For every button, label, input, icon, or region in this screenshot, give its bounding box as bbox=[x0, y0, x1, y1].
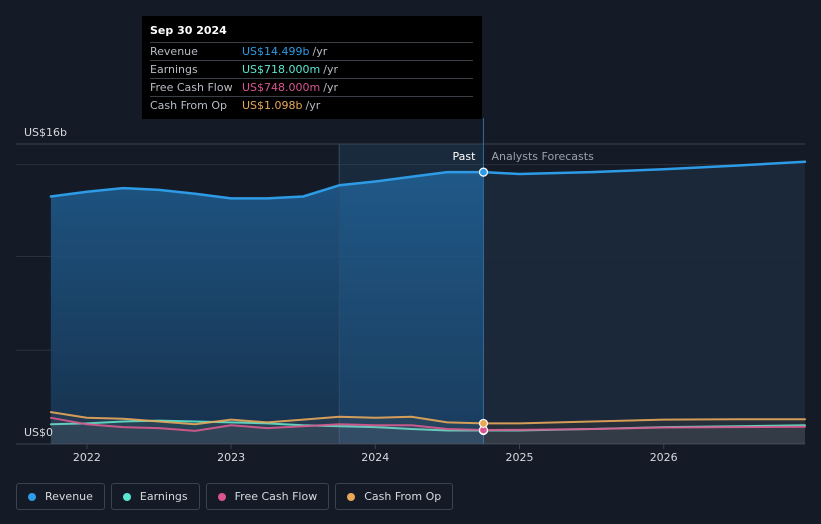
legend-label: Free Cash Flow bbox=[234, 490, 318, 503]
legend-item-free-cash-flow[interactable]: Free Cash Flow bbox=[205, 483, 330, 510]
series-line-free-cash-flow bbox=[49, 416, 806, 432]
legend-label: Earnings bbox=[139, 490, 188, 503]
chart-legend: Revenue Earnings Free Cash Flow Cash Fro… bbox=[16, 483, 454, 510]
tooltip-value: US$1.098b bbox=[242, 99, 303, 112]
legend-item-cash-from-op[interactable]: Cash From Op bbox=[335, 483, 454, 510]
tooltip-row-free-cash-flow: Free Cash Flow US$748.000m /yr bbox=[150, 78, 473, 96]
tooltip-date: Sep 30 2024 bbox=[150, 24, 227, 37]
series-area-free-cash-flow bbox=[50, 417, 806, 444]
x-tick-label: 2026 bbox=[650, 451, 678, 464]
legend-item-revenue[interactable]: Revenue bbox=[16, 483, 105, 510]
tooltip-value: US$718.000m bbox=[242, 63, 321, 76]
tooltip-row-cash-from-op: Cash From Op US$1.098b /yr bbox=[150, 96, 473, 114]
legend-dot-icon bbox=[122, 492, 131, 501]
tooltip-row-revenue: Revenue US$14.499b /yr bbox=[150, 42, 473, 60]
legend-dot-icon bbox=[28, 492, 36, 501]
marker-cash-from-op bbox=[478, 418, 489, 429]
past-label: Past bbox=[453, 150, 477, 163]
series-line-cash-from-op bbox=[49, 411, 806, 426]
marker-revenue bbox=[478, 167, 489, 177]
tooltip-label: Earnings bbox=[150, 63, 198, 76]
legend-dot-icon bbox=[217, 492, 226, 501]
legend-dot-icon bbox=[347, 492, 356, 501]
legend-item-earnings[interactable]: Earnings bbox=[110, 483, 200, 510]
tooltip-value: US$14.499b bbox=[242, 45, 310, 58]
y-axis-top-label: US$16b bbox=[24, 126, 67, 139]
tooltip-unit: /yr bbox=[323, 81, 338, 94]
tooltip-label: Revenue bbox=[150, 45, 198, 58]
revenue-forecast-area bbox=[483, 161, 805, 445]
x-tick-label: 2025 bbox=[506, 451, 534, 464]
past-year-highlight bbox=[339, 144, 484, 444]
series-area-cash-from-op bbox=[50, 412, 806, 444]
tooltip-label: Cash From Op bbox=[150, 99, 228, 112]
legend-label: Revenue bbox=[45, 490, 93, 503]
y-axis-bottom-label: US$0 bbox=[24, 426, 53, 439]
legend-label: Cash From Op bbox=[364, 490, 442, 503]
x-tick-label: 2023 bbox=[217, 451, 245, 464]
tooltip-unit: /yr bbox=[305, 99, 321, 112]
tooltip-unit: /yr bbox=[312, 45, 328, 58]
revenue-past-area bbox=[50, 172, 484, 444]
x-tick-label: 2022 bbox=[73, 451, 101, 464]
tooltip-label: Free Cash Flow bbox=[150, 81, 233, 94]
tooltip-value: US$748.000m bbox=[242, 81, 321, 94]
tooltip-unit: /yr bbox=[323, 63, 338, 76]
x-tick-label: 2024 bbox=[361, 451, 389, 464]
forecast-label: Analysts Forecasts bbox=[491, 150, 594, 163]
tooltip-row-earnings: Earnings US$718.000m /yr bbox=[150, 60, 473, 78]
series-line-revenue bbox=[49, 160, 807, 200]
tooltip-panel: Sep 30 2024 Revenue US$14.499b /yr Earni… bbox=[142, 16, 482, 119]
